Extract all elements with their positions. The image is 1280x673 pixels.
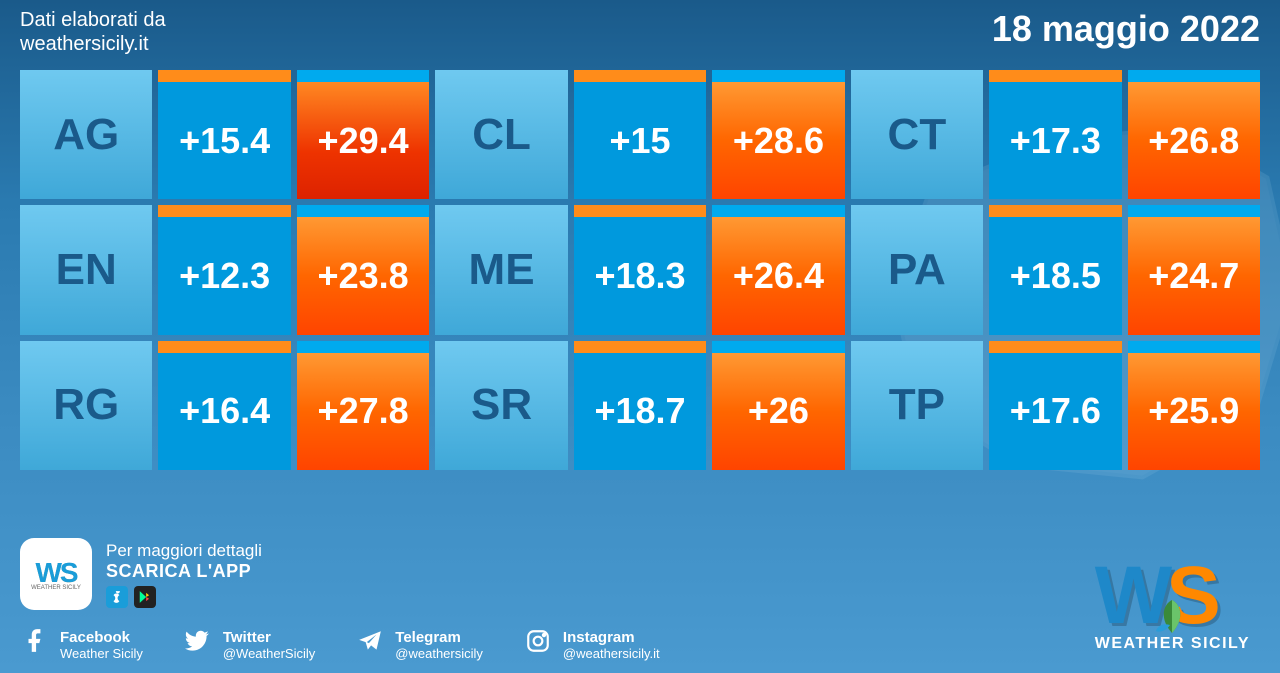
- temp-max: +26: [712, 341, 844, 470]
- socials-row: FacebookWeather Sicily Twitter@WeatherSic…: [20, 628, 1260, 661]
- temp-max: +25.9: [1128, 341, 1260, 470]
- instagram-icon: [523, 628, 553, 661]
- temp-min: +18.5: [989, 205, 1121, 334]
- credit-line1: Dati elaborati da: [20, 8, 166, 32]
- province-code: CL: [435, 70, 567, 199]
- temperature-grid: AG+15.4+29.4CL+15+28.6CT+17.3+26.8 EN+12.…: [0, 60, 1280, 480]
- temp-min: +15: [574, 70, 706, 199]
- province-code: AG: [20, 70, 152, 199]
- social-name: Instagram: [563, 629, 660, 646]
- credit-line2: weathersicily.it: [20, 32, 166, 56]
- temp-min: +18.3: [574, 205, 706, 334]
- social-name: Telegram: [395, 629, 483, 646]
- brand-logo: W S WEATHER SICILY: [1095, 561, 1250, 653]
- app-icon-sub: WEATHER SICILY: [31, 585, 81, 591]
- social-facebook[interactable]: FacebookWeather Sicily: [20, 628, 143, 661]
- date-label: 18 maggio 2022: [992, 8, 1260, 50]
- temp-min: +12.3: [158, 205, 290, 334]
- temp-max: +24.7: [1128, 205, 1260, 334]
- temp-max: +26.8: [1128, 70, 1260, 199]
- temp-max: +29.4: [297, 70, 429, 199]
- social-handle: @weathersicily.it: [563, 646, 660, 661]
- social-handle: Weather Sicily: [60, 646, 143, 661]
- temp-min: +18.7: [574, 341, 706, 470]
- footer: WS WEATHER SICILY Per maggiori dettagli …: [0, 528, 1280, 673]
- temp-min: +17.3: [989, 70, 1121, 199]
- app-text-line1: Per maggiori dettagli: [106, 541, 262, 561]
- province-code: TP: [851, 341, 983, 470]
- twitter-icon: [183, 628, 213, 661]
- temp-max: +28.6: [712, 70, 844, 199]
- facebook-icon: [20, 628, 50, 661]
- playstore-icon[interactable]: [134, 586, 156, 608]
- app-promo: WS WEATHER SICILY Per maggiori dettagli …: [20, 538, 1260, 610]
- logo-subtext: WEATHER SICILY: [1095, 635, 1250, 653]
- social-instagram[interactable]: Instagram@weathersicily.it: [523, 628, 660, 661]
- social-handle: @weathersicily: [395, 646, 483, 661]
- telegram-icon: [355, 628, 385, 661]
- app-text: Per maggiori dettagli SCARICA L'APP: [106, 541, 262, 608]
- credit-block: Dati elaborati da weathersicily.it: [20, 8, 166, 56]
- temp-min: +15.4: [158, 70, 290, 199]
- temp-max: +27.8: [297, 341, 429, 470]
- province-code: PA: [851, 205, 983, 334]
- province-code: RG: [20, 341, 152, 470]
- store-icons: [106, 586, 262, 608]
- header: Dati elaborati da weathersicily.it 18 ma…: [0, 0, 1280, 60]
- temp-max: +26.4: [712, 205, 844, 334]
- temp-min: +16.4: [158, 341, 290, 470]
- appstore-icon[interactable]: [106, 586, 128, 608]
- app-icon[interactable]: WS WEATHER SICILY: [20, 538, 92, 610]
- province-code: SR: [435, 341, 567, 470]
- app-text-line2: SCARICA L'APP: [106, 561, 262, 582]
- province-code: EN: [20, 205, 152, 334]
- social-handle: @WeatherSicily: [223, 646, 315, 661]
- province-code: CT: [851, 70, 983, 199]
- social-name: Twitter: [223, 629, 315, 646]
- province-code: ME: [435, 205, 567, 334]
- social-twitter[interactable]: Twitter@WeatherSicily: [183, 628, 315, 661]
- leaf-icon: [1152, 595, 1192, 635]
- social-telegram[interactable]: Telegram@weathersicily: [355, 628, 483, 661]
- temp-max: +23.8: [297, 205, 429, 334]
- social-name: Facebook: [60, 629, 143, 646]
- temp-min: +17.6: [989, 341, 1121, 470]
